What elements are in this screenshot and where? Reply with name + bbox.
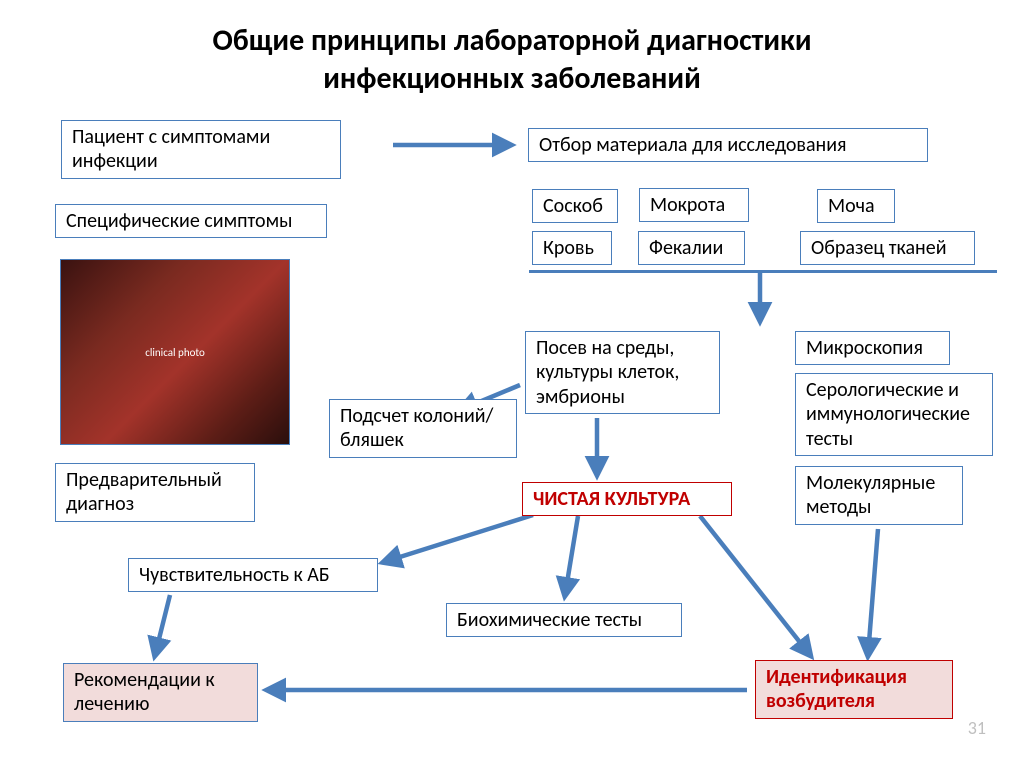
clinical-photo-placeholder: clinical photo: [60, 259, 290, 445]
node-molecular: Молекулярные методы: [795, 466, 963, 525]
node-ident: Идентификация возбудителя: [755, 660, 953, 719]
title-line1: Общие принципы лабораторной диагностики: [0, 22, 1024, 59]
slide-number: 31: [968, 717, 986, 739]
node-serology: Серологические и иммунологические тесты: [795, 373, 993, 456]
arrow-mol-to-ident: [868, 529, 878, 655]
node-pred_diag: Предварительный диагноз: [55, 463, 255, 522]
node-fekalii: Фекалии: [638, 231, 745, 265]
node-microscopy: Микроскопия: [795, 331, 950, 365]
node-chistaya: ЧИСТАЯ КУЛЬТУРА: [522, 482, 732, 516]
node-rekom: Рекомендации к лечению: [63, 663, 258, 722]
sample-gather-bar: [529, 270, 997, 273]
node-posev: Посев на среды, культуры клеток, эмбрион…: [525, 331, 720, 414]
arrow-chistaya-to-ident: [700, 516, 810, 655]
node-krov: Кровь: [532, 231, 612, 265]
node-patient: Пациент с симптомами инфекции: [61, 120, 341, 179]
arrow-chistaya-to-biohim: [565, 516, 578, 595]
title-line2: инфекционных заболеваний: [0, 60, 1024, 97]
node-symptoms: Специфические симптомы: [55, 204, 327, 238]
node-chuvstv: Чувствительность к АБ: [128, 558, 378, 592]
arrow-chuvstv-to-rekom: [155, 595, 170, 655]
node-mokrota: Мокрота: [639, 188, 749, 222]
node-podschet: Подсчет колоний/бляшек: [329, 399, 517, 458]
node-soskob: Соскоб: [532, 189, 618, 223]
arrow-chistaya-to-chuvstv: [384, 515, 533, 562]
node-biohim: Биохимические тесты: [446, 603, 682, 637]
node-mocha: Моча: [817, 189, 895, 223]
node-sampling: Отбор материала для исследования: [528, 128, 928, 162]
node-tkani: Образец тканей: [800, 231, 975, 265]
